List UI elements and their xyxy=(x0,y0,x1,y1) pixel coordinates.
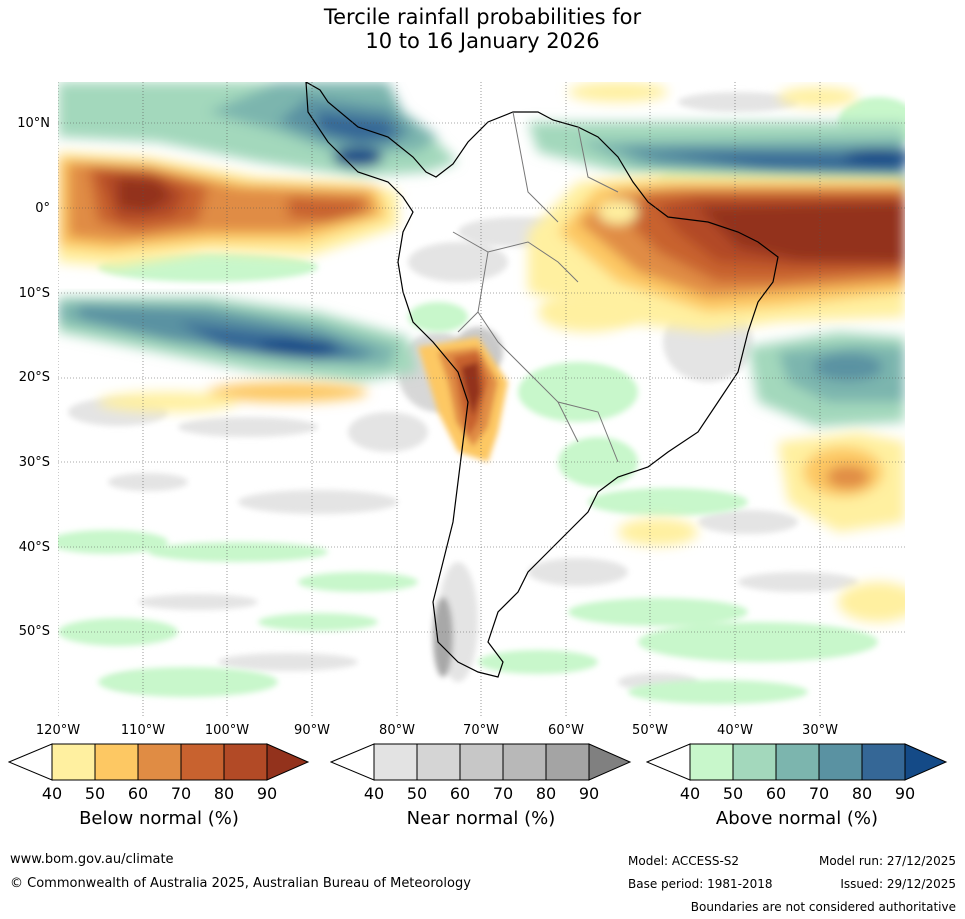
above-normal-patch-atlantic xyxy=(748,332,905,427)
colorbar-above-tick: 90 xyxy=(894,784,916,803)
colorbar-below-title: Below normal (%) xyxy=(79,808,239,829)
colorbar-above-tick: 70 xyxy=(808,784,830,803)
colorbar-near-tick: 70 xyxy=(492,784,514,803)
colorbar-near-swatch xyxy=(373,743,418,781)
lat-label-40s: 40°S xyxy=(18,540,50,555)
base-period-text: Base period: 1981-2018 xyxy=(628,877,773,891)
colorbar-above-swatch xyxy=(861,743,906,781)
lon-label-120w: 120°W xyxy=(35,723,81,738)
colorbar-near-normal xyxy=(330,743,632,781)
lat-label-50s: 50°S xyxy=(18,624,50,639)
colorbar-above-title: Above normal (%) xyxy=(715,808,879,829)
copyright-text: © Commonwealth of Australia 2025, Austra… xyxy=(10,876,471,891)
colorbar-near-tick: 40 xyxy=(363,784,385,803)
below-normal-band-brazil xyxy=(528,174,905,332)
south-america-coastline xyxy=(305,82,779,678)
model-text: Model: ACCESS-S2 xyxy=(628,854,740,868)
lat-label-0: 0° xyxy=(35,201,50,216)
colorbar-below-swatch xyxy=(51,743,96,781)
colorbar-above-swatch xyxy=(904,743,948,781)
below-normal-patch-south-atlantic xyxy=(98,82,905,622)
graticule xyxy=(58,82,905,716)
colorbar-below-tick: 80 xyxy=(213,784,235,803)
above-normal-band-south-pacific xyxy=(58,297,418,382)
colorbar-above-tick: 80 xyxy=(851,784,873,803)
colorbar-below-tick: 50 xyxy=(84,784,106,803)
colorbar-near-swatch xyxy=(416,743,461,781)
colorbar-below-normal xyxy=(8,743,310,781)
lon-label-30w: 30°W xyxy=(802,723,838,738)
map-title-line1: Tercile rainfall probabilities for xyxy=(323,5,642,29)
colorbar-below-swatch xyxy=(223,743,268,781)
colorbar-above-tick: 40 xyxy=(679,784,701,803)
colorbar-below-tick: 40 xyxy=(41,784,63,803)
below-normal-streak-andes xyxy=(418,337,508,462)
lon-label-90w: 90°W xyxy=(294,723,330,738)
colorbar-below-tick: 90 xyxy=(256,784,278,803)
lon-label-60w: 60°W xyxy=(548,723,584,738)
lat-label-30s: 30°S xyxy=(18,455,50,470)
map-title-line2: 10 to 16 January 2026 xyxy=(365,29,600,53)
above-normal-band-north xyxy=(58,82,905,192)
lon-label-70w: 70°W xyxy=(463,723,499,738)
colorbar-near-tick: 90 xyxy=(578,784,600,803)
lon-label-100w: 100°W xyxy=(204,723,250,738)
lat-label-10n: 10°N xyxy=(17,116,50,131)
colorbar-above-normal xyxy=(646,743,948,781)
disclaimer-text: Boundaries are not considered authoritat… xyxy=(690,900,956,914)
colorbar-above-swatch xyxy=(732,743,777,781)
colorbar-below-tick: 70 xyxy=(170,784,192,803)
lon-label-50w: 50°W xyxy=(632,723,668,738)
colorbar-near-swatch xyxy=(545,743,590,781)
lon-label-80w: 80°W xyxy=(379,723,415,738)
colorbar-above-tick: 50 xyxy=(722,784,744,803)
colorbar-above-tick: 60 xyxy=(765,784,787,803)
lat-label-20s: 20°S xyxy=(18,370,50,385)
colorbar-below-swatch xyxy=(266,743,310,781)
colorbar-below-swatch xyxy=(94,743,139,781)
colorbar-below-swatch xyxy=(137,743,182,781)
colorbar-below-tick: 60 xyxy=(127,784,149,803)
colorbar-near-swatch xyxy=(502,743,547,781)
website-link[interactable]: www.bom.gov.au/climate xyxy=(10,852,174,867)
colorbar-near-swatch xyxy=(459,743,504,781)
colorbar-above-swatch xyxy=(775,743,820,781)
issued-text: Issued: 29/12/2025 xyxy=(840,877,956,891)
colorbar-above-swatch xyxy=(818,743,863,781)
colorbar-near-tick: 80 xyxy=(535,784,557,803)
colorbar-below-swatch xyxy=(180,743,225,781)
country-borders xyxy=(452,111,619,463)
model-run-text: Model run: 27/12/2025 xyxy=(818,854,956,868)
colorbar-near-tick: 50 xyxy=(406,784,428,803)
colorbar-above-swatch xyxy=(689,743,734,781)
lon-label-110w: 110°W xyxy=(120,723,166,738)
colorbar-near-tick: 60 xyxy=(449,784,471,803)
colorbar-near-title: Near normal (%) xyxy=(406,808,556,829)
rainfall-probability-map xyxy=(58,82,905,716)
colorbar-near-swatch xyxy=(588,743,632,781)
lon-label-40w: 40°W xyxy=(717,723,753,738)
lat-label-10s: 10°S xyxy=(18,286,50,301)
